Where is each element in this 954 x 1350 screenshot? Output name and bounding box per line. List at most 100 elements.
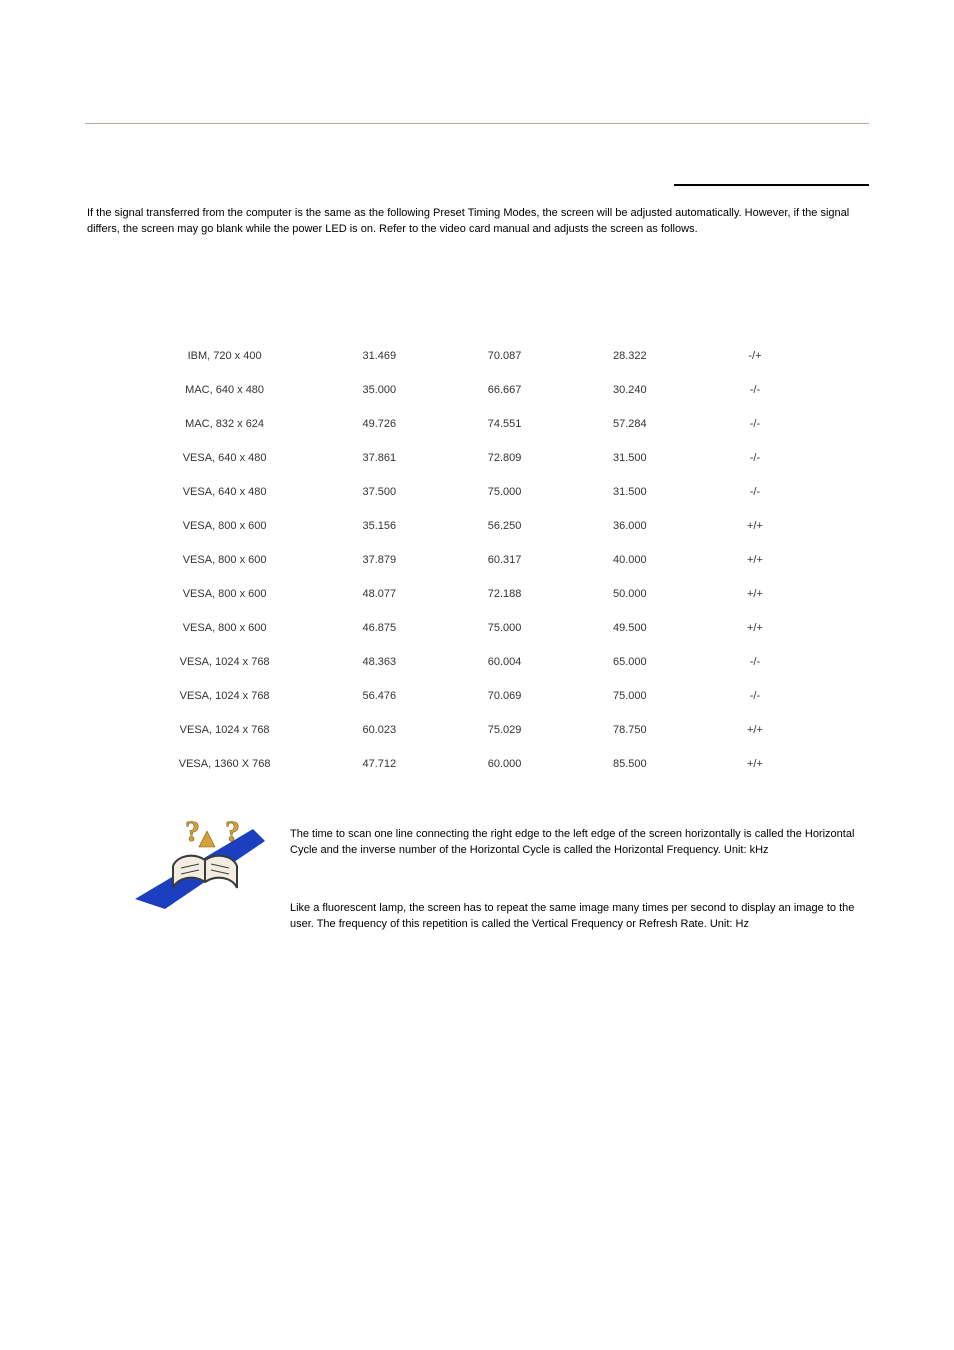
table-row: VESA, 1024 x 76848.36360.00465.000-/-: [135, 645, 815, 679]
cell-pc: 75.000: [565, 679, 695, 713]
table-row: VESA, 640 x 48037.86172.80931.500-/-: [135, 441, 815, 475]
cell-mode: VESA, 1024 x 768: [135, 679, 314, 713]
section-heading-placeholder: [85, 146, 869, 176]
cell-vf: 75.029: [444, 713, 564, 747]
cell-vf: 70.087: [444, 339, 564, 373]
cell-mode: VESA, 800 x 600: [135, 577, 314, 611]
cell-sp: +/+: [695, 543, 815, 577]
cell-mode: VESA, 800 x 600: [135, 509, 314, 543]
question-mark-right: ?: [225, 815, 240, 848]
table-row: VESA, 640 x 48037.50075.00031.500-/-: [135, 475, 815, 509]
cell-sp: -/-: [695, 475, 815, 509]
cell-hf: 35.000: [314, 373, 444, 407]
horizontal-rule: [85, 123, 869, 124]
cell-pc: 57.284: [565, 407, 695, 441]
hf-body: The time to scan one line connecting the…: [290, 827, 859, 859]
cell-sp: -/-: [695, 407, 815, 441]
cell-pc: 36.000: [565, 509, 695, 543]
cell-mode: VESA, 1024 x 768: [135, 713, 314, 747]
cell-mode: VESA, 800 x 600: [135, 611, 314, 645]
table-row: VESA, 1024 x 76856.47670.06975.000-/-: [135, 679, 815, 713]
cell-pc: 85.500: [565, 747, 695, 781]
definitions-text: The time to scan one line connecting the…: [290, 811, 869, 959]
cell-vf: 74.551: [444, 407, 564, 441]
cell-sp: +/+: [695, 509, 815, 543]
triangle-icon: [199, 831, 215, 847]
vf-body: Like a fluorescent lamp, the screen has …: [290, 901, 859, 933]
table-row: VESA, 1024 x 76860.02375.02978.750+/+: [135, 713, 815, 747]
cell-mode: VESA, 1360 X 768: [135, 747, 314, 781]
cell-mode: MAC, 640 x 480: [135, 373, 314, 407]
cell-hf: 46.875: [314, 611, 444, 645]
cell-sp: +/+: [695, 747, 815, 781]
cell-mode: VESA, 640 x 480: [135, 441, 314, 475]
cell-hf: 37.500: [314, 475, 444, 509]
cell-sp: -/+: [695, 339, 815, 373]
col-sync: [695, 295, 815, 339]
cell-sp: -/-: [695, 645, 815, 679]
cell-sp: +/+: [695, 713, 815, 747]
cell-hf: 49.726: [314, 407, 444, 441]
cell-hf: 56.476: [314, 679, 444, 713]
definitions-block: ? ? The time to scan one line connecting…: [85, 811, 869, 959]
cell-vf: 60.317: [444, 543, 564, 577]
cell-mode: IBM, 720 x 400: [135, 339, 314, 373]
cell-pc: 65.000: [565, 645, 695, 679]
table-row: VESA, 800 x 60035.15656.25036.000+/+: [135, 509, 815, 543]
cell-sp: +/+: [695, 611, 815, 645]
cell-hf: 31.469: [314, 339, 444, 373]
cell-vf: 60.004: [444, 645, 564, 679]
table-row: IBM, 720 x 40031.46970.08728.322-/+: [135, 339, 815, 373]
cell-vf: 75.000: [444, 475, 564, 509]
cell-sp: +/+: [695, 577, 815, 611]
cell-pc: 31.500: [565, 475, 695, 509]
cell-pc: 28.322: [565, 339, 695, 373]
cell-mode: VESA, 800 x 600: [135, 543, 314, 577]
cell-mode: VESA, 640 x 480: [135, 475, 314, 509]
cell-pc: 40.000: [565, 543, 695, 577]
cell-vf: 56.250: [444, 509, 564, 543]
cell-pc: 30.240: [565, 373, 695, 407]
vf-definition: Like a fluorescent lamp, the screen has …: [290, 885, 859, 933]
cell-vf: 75.000: [444, 611, 564, 645]
cell-hf: 37.861: [314, 441, 444, 475]
col-pclock: [565, 295, 695, 339]
cell-pc: 50.000: [565, 577, 695, 611]
table-row: MAC, 832 x 62449.72674.55157.284-/-: [135, 407, 815, 441]
cell-pc: 31.500: [565, 441, 695, 475]
table-header-row: [135, 295, 815, 339]
cell-hf: 37.879: [314, 543, 444, 577]
hf-definition: The time to scan one line connecting the…: [290, 811, 859, 859]
cell-hf: 35.156: [314, 509, 444, 543]
table-subheading-placeholder: [135, 273, 869, 289]
page-root: If the signal transferred from the compu…: [0, 0, 954, 1350]
col-hfreq: [314, 295, 444, 339]
cell-hf: 48.077: [314, 577, 444, 611]
cell-vf: 70.069: [444, 679, 564, 713]
question-mark-left: ?: [185, 815, 200, 848]
table-row: VESA, 800 x 60048.07772.18850.000+/+: [135, 577, 815, 611]
vf-title-placeholder: [290, 885, 859, 899]
cell-mode: VESA, 1024 x 768: [135, 645, 314, 679]
intro-paragraph: If the signal transferred from the compu…: [85, 206, 869, 238]
timing-modes-table: IBM, 720 x 40031.46970.08728.322-/+MAC, …: [135, 295, 815, 781]
cell-mode: MAC, 832 x 624: [135, 407, 314, 441]
table-row: VESA, 1360 X 76847.71260.00085.500+/+: [135, 747, 815, 781]
cell-hf: 48.363: [314, 645, 444, 679]
hf-title-placeholder: [290, 811, 859, 825]
cell-pc: 78.750: [565, 713, 695, 747]
cell-vf: 72.809: [444, 441, 564, 475]
table-row: MAC, 640 x 48035.00066.66730.240-/-: [135, 373, 815, 407]
cell-vf: 66.667: [444, 373, 564, 407]
col-vfreq: [444, 295, 564, 339]
cell-sp: -/-: [695, 441, 815, 475]
col-mode: [135, 295, 314, 339]
cell-sp: -/-: [695, 679, 815, 713]
help-book-icon: ? ?: [135, 811, 290, 911]
cell-sp: -/-: [695, 373, 815, 407]
table-row: VESA, 800 x 60046.87575.00049.500+/+: [135, 611, 815, 645]
cell-hf: 47.712: [314, 747, 444, 781]
cell-hf: 60.023: [314, 713, 444, 747]
table-row: VESA, 800 x 60037.87960.31740.000+/+: [135, 543, 815, 577]
cell-vf: 72.188: [444, 577, 564, 611]
